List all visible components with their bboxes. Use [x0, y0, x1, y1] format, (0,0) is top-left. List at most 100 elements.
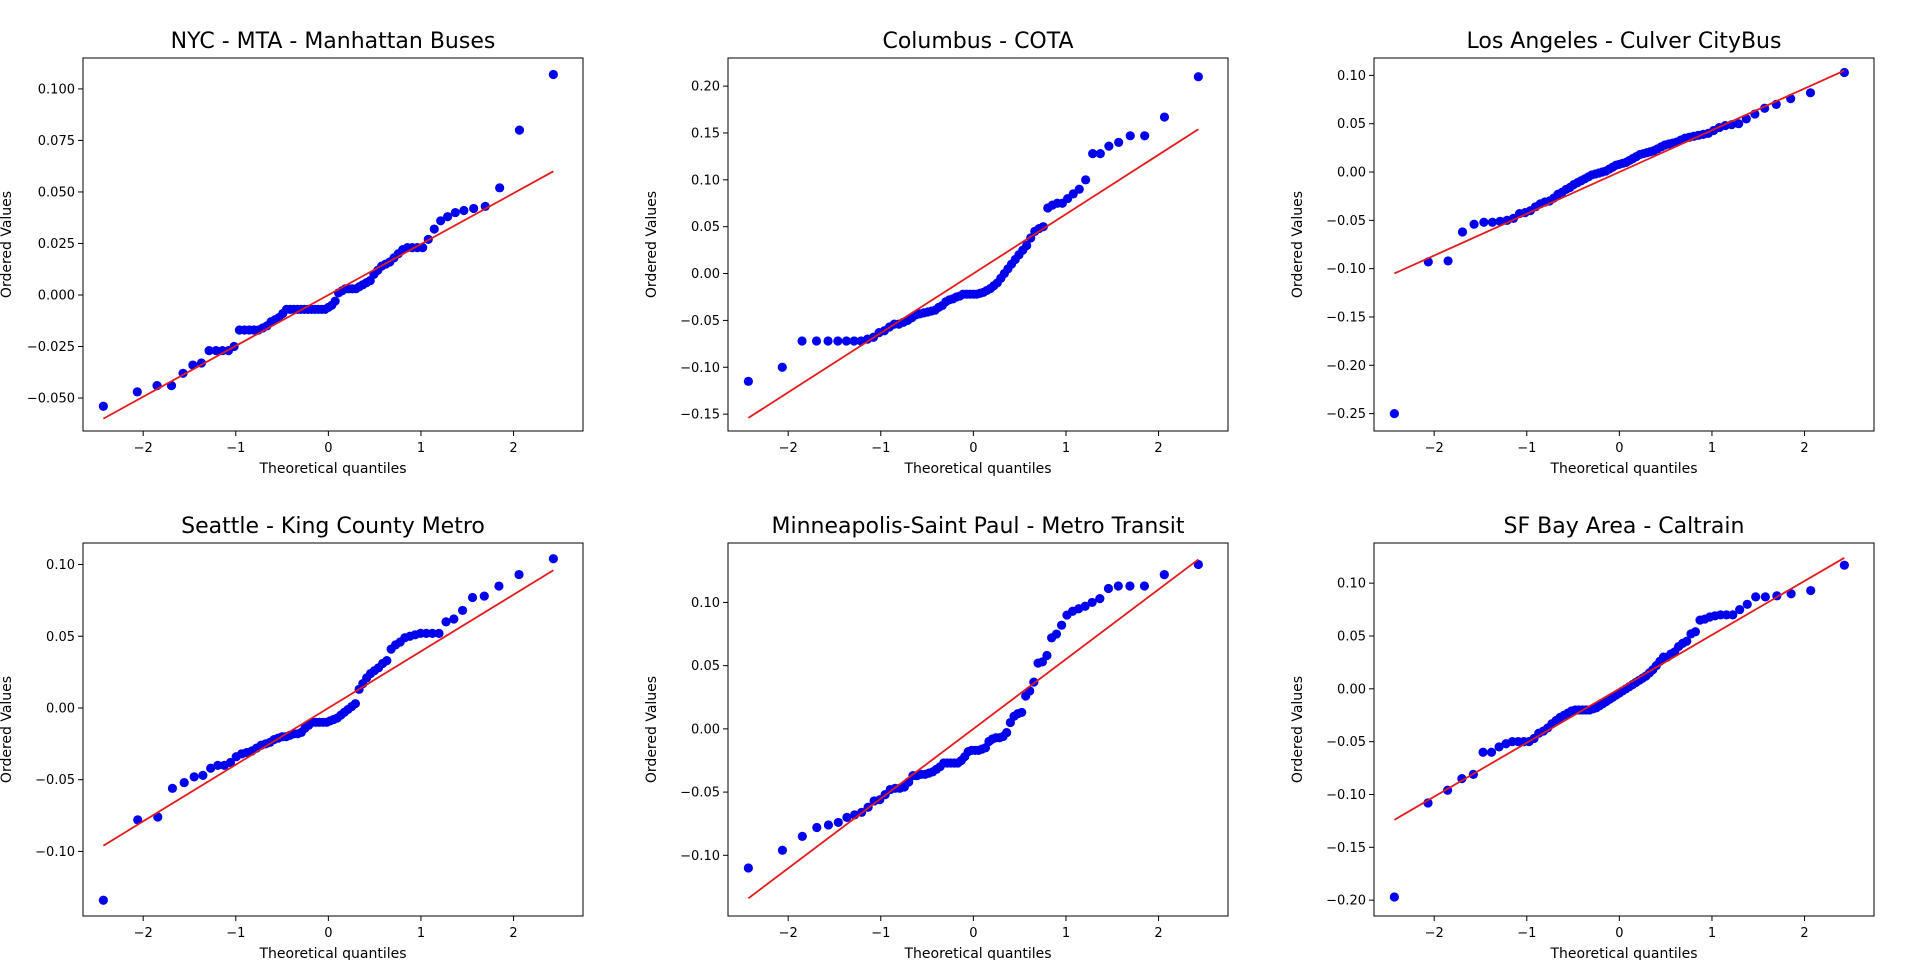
- y-tick-label: 0.100: [38, 82, 75, 97]
- data-point: [797, 336, 806, 345]
- data-point: [812, 336, 821, 345]
- data-point: [778, 363, 787, 372]
- y-tick-label: −0.05: [1326, 214, 1366, 229]
- data-point: [1081, 175, 1090, 184]
- data-point: [1104, 142, 1113, 151]
- data-point: [133, 387, 142, 396]
- data-point: [1002, 728, 1011, 737]
- panel-title: Los Angeles - Culver CityBus: [1467, 29, 1782, 54]
- data-point: [1104, 584, 1113, 593]
- fit-line: [748, 559, 1198, 898]
- data-point: [1095, 594, 1104, 603]
- data-point: [744, 377, 753, 386]
- y-tick-label: −0.05: [680, 314, 720, 329]
- x-tick-label: −2: [1425, 441, 1444, 456]
- fit-line: [1394, 558, 1844, 820]
- y-tick-label: −0.15: [680, 408, 720, 423]
- y-tick-label: −0.10: [680, 849, 720, 864]
- x-tick-label: 2: [1800, 926, 1808, 941]
- x-tick-label: −1: [226, 926, 245, 941]
- data-point: [1096, 149, 1105, 158]
- data-point: [798, 832, 807, 841]
- y-tick-label: 0.00: [691, 267, 720, 282]
- x-tick-label: 2: [1154, 926, 1162, 941]
- data-point: [351, 699, 360, 708]
- x-tick-label: 0: [324, 441, 332, 456]
- y-tick-label: 0.10: [1337, 69, 1366, 84]
- data-point: [1052, 629, 1061, 638]
- data-point: [515, 126, 524, 135]
- data-point: [514, 570, 523, 579]
- y-tick-label: −0.10: [35, 845, 75, 860]
- data-point: [99, 896, 108, 905]
- data-point: [812, 823, 821, 832]
- x-tick-label: 2: [1154, 441, 1162, 456]
- y-axis-label: Ordered Values: [644, 676, 660, 783]
- y-tick-label: 0.00: [1337, 682, 1366, 697]
- y-tick-label: 0.05: [46, 630, 75, 645]
- data-point: [430, 224, 439, 233]
- data-point: [1479, 218, 1488, 227]
- y-tick-label: 0.10: [46, 558, 75, 573]
- fit-line: [103, 171, 553, 418]
- x-tick-label: −2: [779, 926, 798, 941]
- x-tick-label: 1: [417, 926, 425, 941]
- y-tick-label: 0.10: [691, 596, 720, 611]
- y-axis-label: Ordered Values: [644, 191, 660, 298]
- y-tick-label: −0.05: [680, 786, 720, 801]
- data-point: [1075, 185, 1084, 194]
- data-point: [1114, 138, 1123, 147]
- qq-panel-5: Minneapolis-Saint Paul - Metro Transit −2…: [644, 514, 1228, 960]
- data-point: [451, 208, 460, 217]
- y-tick-label: 0.05: [1337, 117, 1366, 132]
- plot-area: [99, 70, 558, 419]
- panel-title: NYC - MTA - Manhattan Buses: [171, 29, 496, 54]
- x-tick-label: 0: [324, 926, 332, 941]
- x-tick-label: −1: [226, 441, 245, 456]
- x-tick-label: 0: [1615, 926, 1623, 941]
- data-point: [549, 554, 558, 563]
- data-point: [434, 629, 443, 638]
- data-point: [1390, 892, 1399, 901]
- y-tick-label: 0.20: [691, 80, 720, 95]
- x-tick-label: −2: [1425, 926, 1444, 941]
- data-point: [549, 70, 558, 79]
- data-point: [468, 593, 477, 602]
- y-tick-label: 0.00: [1337, 166, 1366, 181]
- x-tick-label: 1: [1062, 441, 1070, 456]
- y-tick-label: 0.00: [46, 701, 75, 716]
- data-point: [495, 183, 504, 192]
- y-tick-label: 0.05: [1337, 629, 1366, 644]
- data-point: [480, 591, 489, 600]
- qq-panel-3: Los Angeles - Culver CityBus −2 −1 0 1 2 −0.25…: [1290, 29, 1874, 477]
- x-tick-label: 0: [969, 441, 977, 456]
- y-tick-label: −0.20: [1326, 359, 1366, 374]
- x-tick-label: 2: [509, 926, 517, 941]
- data-point: [1691, 627, 1700, 636]
- x-tick-label: 0: [969, 926, 977, 941]
- data-point: [833, 336, 842, 345]
- data-point: [1806, 586, 1815, 595]
- data-point: [1478, 748, 1487, 757]
- data-point: [449, 614, 458, 623]
- y-tick-label: 0.05: [691, 659, 720, 674]
- qq-panel-1: NYC - MTA - Manhattan Buses−2 −1 0 1 2−0.050…: [0, 29, 583, 477]
- data-point: [99, 402, 108, 411]
- fit-line: [748, 129, 1198, 418]
- x-tick-label: 2: [509, 441, 517, 456]
- data-point: [1840, 561, 1849, 570]
- x-tick-label: −1: [871, 441, 890, 456]
- data-point: [744, 863, 753, 872]
- y-axis-label: Ordered Values: [0, 676, 15, 783]
- data-point: [469, 204, 478, 213]
- data-point: [1458, 227, 1467, 236]
- data-point: [1761, 592, 1770, 601]
- data-point: [1114, 581, 1123, 590]
- y-tick-label: −0.25: [1326, 407, 1366, 422]
- y-tick-label: −0.050: [27, 392, 75, 407]
- y-tick-label: −0.10: [680, 361, 720, 376]
- data-point: [824, 820, 833, 829]
- y-tick-label: 0.15: [691, 126, 720, 141]
- data-point: [1125, 581, 1134, 590]
- panel-title: Columbus - COTA: [882, 29, 1073, 54]
